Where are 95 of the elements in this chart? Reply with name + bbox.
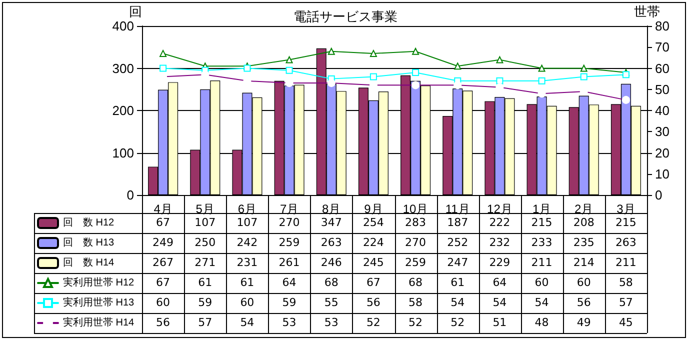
data-label: 67 [155,275,172,291]
data-label: 52 [408,315,424,331]
data-label: 61 [197,275,214,291]
data-label: 68 [323,275,340,291]
data-label: 224 [362,235,385,251]
data-label: 254 [362,215,385,231]
data-label: 249 [152,235,175,251]
data-label: 61 [450,275,466,291]
data-label: 231 [236,255,259,271]
data-label: 59 [281,295,298,311]
data-label: 242 [236,235,259,251]
data-label: 55 [323,295,340,311]
data-label: 252 [446,235,470,251]
data-label: 51 [492,315,508,331]
data-label: 58 [408,295,424,311]
data-label: 54 [450,295,466,311]
legend-label: 実利用世帯 H14 [63,316,135,328]
data-label: 60 [576,275,592,291]
y2-tick-label: 50 [655,82,670,97]
data-label: 54 [239,315,256,331]
data-label: 54 [492,295,508,311]
y2-tick-label: 10 [655,166,670,182]
y-axis-title: 回 [129,4,142,19]
data-label: 56 [576,295,592,311]
data-label: 233 [530,235,554,251]
chart-title: 電話サービス事業 [294,10,398,25]
data-label: 250 [194,235,217,251]
data-label: 222 [488,215,512,231]
data-label: 60 [239,295,256,311]
legend-label: 実利用世帯 H13 [63,296,135,308]
data-label: 215 [530,215,554,231]
y-tick-label: 100 [112,145,134,160]
y2-tick-label: 70 [655,40,670,55]
data-label: 60 [155,295,172,311]
legend-label: 回 数 H13 [63,238,115,248]
data-label: 48 [534,315,550,331]
data-label: 64 [281,275,298,291]
data-label: 53 [323,315,340,331]
y2-tick-label: 60 [655,60,670,76]
data-label: 107 [236,215,259,231]
data-label: 232 [488,235,512,251]
data-label: 270 [278,215,301,231]
y2-tick-label: 80 [655,18,670,34]
data-label: 57 [618,295,634,311]
data-label: 246 [320,255,343,271]
data-label: 187 [446,215,470,231]
data-label: 259 [278,235,301,251]
data-label: 211 [530,255,554,271]
data-label: 67 [155,215,172,231]
data-label: 68 [408,275,424,291]
y-tick-label: 300 [112,60,134,76]
y-tick-label: 0 [126,188,134,202]
y2-tick-label: 30 [655,124,670,140]
y2-axis-title: 世帯 [634,4,660,19]
data-label: 347 [320,215,343,231]
data-label: 59 [197,295,214,311]
y-tick-label: 200 [112,103,134,118]
data-label: 67 [365,275,382,291]
data-label: 56 [155,315,172,331]
data-label: 271 [194,255,217,271]
data-label: 45 [618,315,634,331]
data-label: 60 [534,275,550,291]
data-label: 208 [572,215,596,231]
y2-tick-label: 0 [655,188,662,202]
data-label: 235 [572,235,596,251]
data-label: 245 [362,255,385,271]
data-label: 54 [534,295,550,311]
data-label: 64 [492,275,508,291]
data-label: 49 [576,315,592,331]
data-label: 261 [278,255,301,271]
data-label: 247 [446,255,470,271]
data-label: 57 [197,315,214,331]
y2-tick-label: 20 [655,145,670,160]
legend-label: 回 数 H12 [63,218,115,228]
data-label: 53 [281,315,298,331]
data-label: 107 [194,215,217,231]
data-label: 52 [365,315,382,331]
data-label: 267 [152,255,175,271]
data-label: 283 [404,215,428,231]
data-label: 61 [239,275,256,291]
data-label: 214 [572,255,596,271]
data-label: 52 [450,315,466,331]
data-label: 58 [618,275,634,291]
data-label: 270 [404,235,428,251]
data-label: 211 [614,255,638,271]
data-label: 229 [488,255,512,271]
data-label: 215 [614,215,638,231]
data-label: 263 [320,235,343,251]
y2-tick-label: 40 [655,103,670,118]
data-label: 56 [365,295,382,311]
legend-label: 実利用世帯 H12 [63,276,135,288]
data-label: 259 [404,255,428,271]
legend-label: 回 数 H14 [63,258,115,268]
y-tick-label: 400 [112,18,134,34]
data-label: 263 [614,235,638,251]
